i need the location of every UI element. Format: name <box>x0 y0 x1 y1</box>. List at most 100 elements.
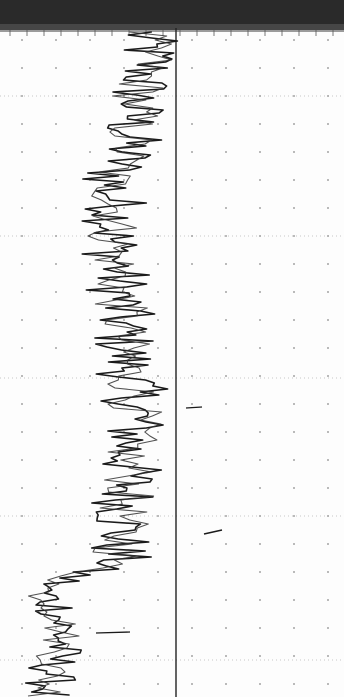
grid-dot <box>21 67 23 69</box>
grid-dot <box>293 123 295 125</box>
grid-dot <box>157 207 159 209</box>
grid-dot <box>55 655 57 657</box>
grid-dot <box>55 683 57 685</box>
grid-dot <box>157 347 159 349</box>
grid-dot <box>327 235 329 237</box>
grid-dot <box>89 39 91 41</box>
grid-dot <box>21 515 23 517</box>
grid-dot <box>55 179 57 181</box>
grid-dot <box>191 123 193 125</box>
grid-dot <box>55 459 57 461</box>
grid-dot <box>55 431 57 433</box>
grid-dot <box>191 347 193 349</box>
grid-dot <box>123 655 125 657</box>
grid-dot <box>157 431 159 433</box>
grid-dot <box>225 627 227 629</box>
grid-dot <box>225 207 227 209</box>
grid-dot <box>55 207 57 209</box>
grid-dot <box>55 347 57 349</box>
grid-dot <box>55 291 57 293</box>
grid-dot <box>225 235 227 237</box>
grid-dot <box>89 291 91 293</box>
grid-dot <box>157 655 159 657</box>
grid-dot <box>259 683 261 685</box>
grid-dot <box>225 95 227 97</box>
grid-dot <box>327 179 329 181</box>
grid-dot <box>157 123 159 125</box>
grid-dot <box>157 571 159 573</box>
grid-dot <box>55 67 57 69</box>
grid-dot <box>55 123 57 125</box>
grid-dot <box>259 39 261 41</box>
grid-dot <box>225 67 227 69</box>
grid-dot <box>191 319 193 321</box>
grid-dot <box>259 515 261 517</box>
grid-dot <box>259 431 261 433</box>
grid-dot <box>157 95 159 97</box>
grid-dot <box>21 179 23 181</box>
grid-dot <box>327 207 329 209</box>
grid-dot <box>55 39 57 41</box>
grid-dot <box>191 459 193 461</box>
grid-dot <box>225 515 227 517</box>
grid-dot <box>259 627 261 629</box>
grid-dot <box>327 487 329 489</box>
grid-dot <box>55 235 57 237</box>
grid-dot <box>293 375 295 377</box>
grid-dot <box>191 207 193 209</box>
grid-dot <box>293 403 295 405</box>
grid-dot <box>55 543 57 545</box>
grid-dot <box>191 543 193 545</box>
grid-dot <box>293 263 295 265</box>
grid-dot <box>293 515 295 517</box>
grid-dot <box>293 39 295 41</box>
grid-dot <box>123 319 125 321</box>
grid-dot <box>225 39 227 41</box>
grid-dot <box>21 291 23 293</box>
grid-dot <box>259 571 261 573</box>
grid-dot <box>191 375 193 377</box>
grid-dot <box>259 655 261 657</box>
grid-dot <box>55 95 57 97</box>
grid-dot <box>157 543 159 545</box>
grid-dot <box>21 571 23 573</box>
grid-dot <box>21 543 23 545</box>
grid-dot <box>157 291 159 293</box>
grid-dot <box>55 151 57 153</box>
grid-dot <box>327 347 329 349</box>
grid-dot <box>89 263 91 265</box>
grid-dot <box>259 543 261 545</box>
grid-dot <box>293 207 295 209</box>
grid-dot <box>225 571 227 573</box>
grid-dot <box>123 179 125 181</box>
grid-dot <box>225 487 227 489</box>
grid-dot <box>225 431 227 433</box>
grid-dot <box>327 95 329 97</box>
grid-dot <box>21 207 23 209</box>
grid-dot <box>123 347 125 349</box>
grid-dot <box>157 515 159 517</box>
grid-dot <box>55 627 57 629</box>
grid-dot <box>191 431 193 433</box>
recorded-trace <box>24 31 179 696</box>
grid-dot <box>89 487 91 489</box>
grid-dot <box>327 151 329 153</box>
grid-dot <box>157 263 159 265</box>
top-band-speckle <box>0 24 344 32</box>
grid-dot <box>259 179 261 181</box>
grid-dot <box>89 319 91 321</box>
grid-dot <box>225 375 227 377</box>
grid-dot <box>89 515 91 517</box>
grid-dot <box>89 627 91 629</box>
grid-dot <box>259 319 261 321</box>
grid-dot <box>191 39 193 41</box>
grid-dot <box>89 543 91 545</box>
grid-dot <box>225 319 227 321</box>
grid-dot <box>89 599 91 601</box>
grid-dot <box>259 207 261 209</box>
grid-dot <box>259 151 261 153</box>
grid-dot <box>191 655 193 657</box>
grid-dot <box>21 375 23 377</box>
grid-dot <box>327 627 329 629</box>
